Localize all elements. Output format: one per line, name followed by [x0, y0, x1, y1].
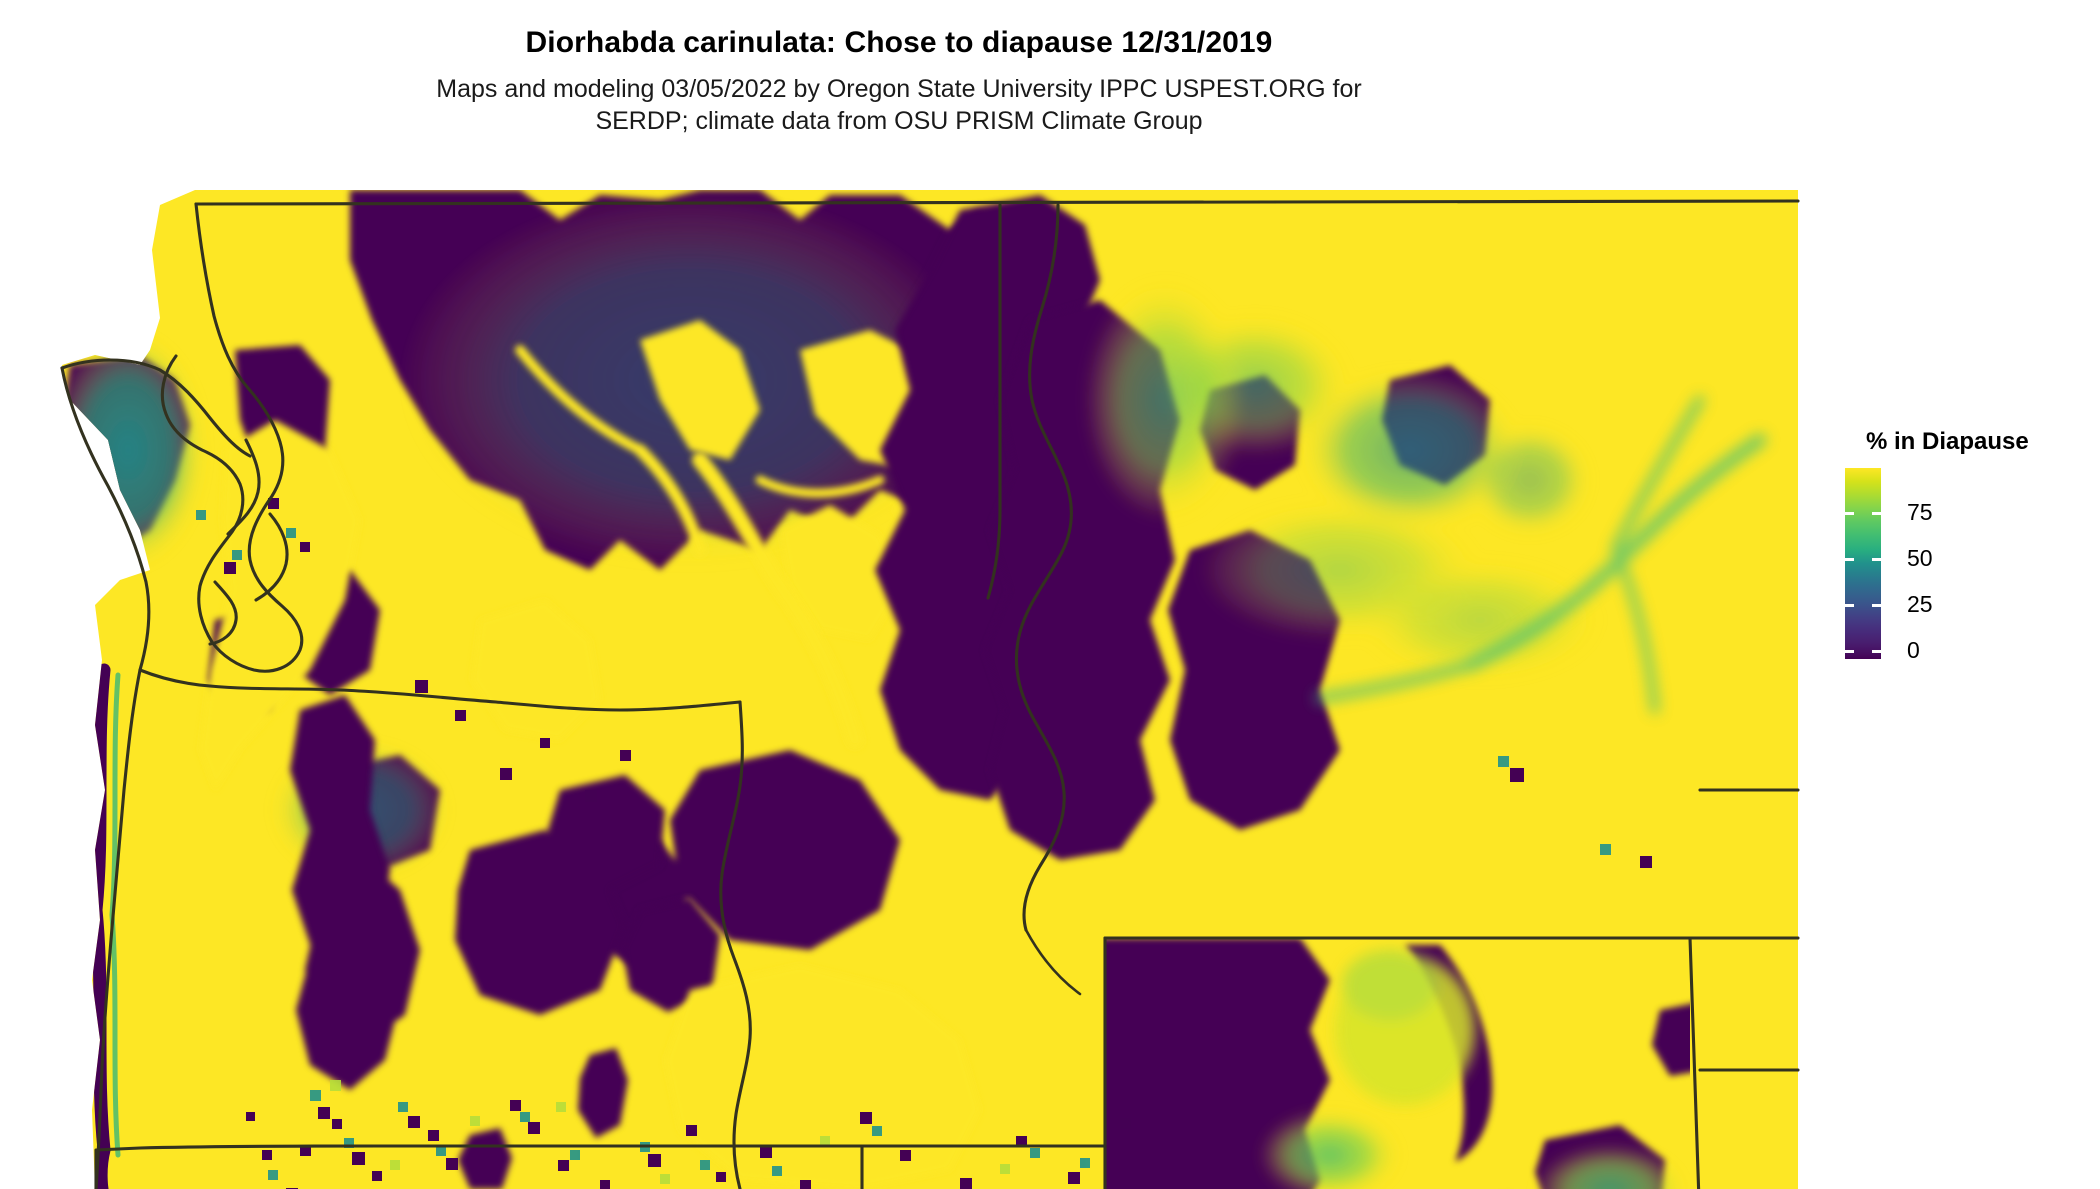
colorbar-tick-0-right	[1872, 650, 1881, 653]
page-title: Diorhabda carinulata: Chose to diapause …	[525, 26, 1273, 59]
colorbar-tick-50-left	[1845, 558, 1854, 561]
raster-map-panel	[0, 150, 1800, 1189]
raster-speckle-teal	[196, 510, 1611, 1180]
colorbar-label-75: 75	[1907, 499, 1933, 525]
snake-river-plain-yellow	[665, 965, 980, 1189]
colorbar-gradient	[1845, 468, 1881, 659]
oregon-cascades-dark	[290, 695, 720, 1189]
raster-speckle-lightgreen	[330, 1080, 1010, 1184]
coastline-olympic-north	[60, 358, 252, 458]
legend-title: % in Diapause	[1866, 428, 2029, 455]
legend: % in Diapause 75 50 25 0	[1828, 420, 2068, 840]
puget-inlet-b	[254, 512, 289, 602]
coastline-olympic-west	[60, 366, 151, 672]
montana-river-traces	[1315, 395, 1767, 714]
border-or-south	[94, 1144, 742, 1189]
border-or-id-snake	[719, 700, 752, 1189]
colorbar-label-25: 25	[1907, 591, 1933, 617]
colorbar-wrap: 75 50 25 0	[1845, 468, 1933, 662]
colorbar-tick-0-left	[1845, 650, 1854, 653]
diapause-raster-map	[60, 190, 1800, 1189]
border-wa-or-columbia	[138, 668, 742, 712]
border-id-mt	[1014, 203, 1073, 932]
subtitle-line-2: SERDP; climate data from OSU PRISM Clima…	[595, 107, 1203, 135]
figure-subtitle: Maps and modeling 03/05/2022 by Oregon S…	[0, 59, 1798, 137]
puget-inlet-a	[226, 438, 261, 536]
colorbar-tick-25-right	[1872, 604, 1881, 607]
raster-layer	[62, 190, 1798, 1189]
raster-speckle-dark	[224, 498, 1652, 1189]
border-id-mt-south	[1024, 928, 1082, 996]
colorbar-tick-50-right	[1872, 558, 1881, 561]
colorbar-label-50: 50	[1907, 545, 1933, 571]
figure-header: Diorhabda carinulata: Chose to diapause …	[0, 0, 1798, 137]
border-canada	[194, 199, 1800, 206]
colorbar-label-0: 0	[1907, 637, 1920, 663]
subtitle-line-1: Maps and modeling 03/05/2022 by Oregon S…	[436, 75, 1362, 103]
puget-inlet-c	[208, 580, 238, 646]
border-wy-east	[1688, 936, 1701, 1189]
puget-sound-shoreline	[160, 202, 304, 673]
colorbar-tick-75-left	[1845, 512, 1854, 515]
colorbar-tick-25-left	[1845, 604, 1854, 607]
coastline-oregon	[94, 668, 142, 1189]
montana-plains-shading	[1085, 280, 1600, 680]
colorbar-tick-75-right	[1872, 512, 1881, 515]
border-wa-id	[986, 203, 1002, 600]
wyoming-raster	[1105, 938, 1690, 1189]
state-boundaries	[60, 199, 1800, 1189]
